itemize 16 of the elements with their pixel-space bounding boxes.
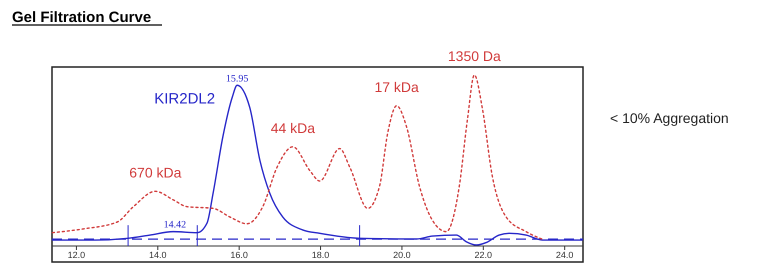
annotation: 15.95 <box>226 73 248 84</box>
x-tick-label: 24.0 <box>556 250 574 260</box>
annotation: 14.42 <box>164 220 186 231</box>
annotation: 1350 Da <box>448 48 502 64</box>
x-tick-label: 18.0 <box>312 250 330 260</box>
x-tick-label: 12.0 <box>68 250 86 260</box>
text: < 10% Aggregation <box>610 110 729 126</box>
x-tick-label: 20.0 <box>393 250 411 260</box>
x-tick-label: 14.0 <box>149 250 167 260</box>
annotation: 44 kDa <box>270 120 316 136</box>
annotation: 670 kDa <box>129 164 182 180</box>
series-label: KIR2DL2 <box>154 90 216 108</box>
x-tick-label: 22.0 <box>474 250 492 260</box>
annotation: 17 kDa <box>374 78 420 95</box>
chart-title: Gel Filtration Curve <box>12 9 152 26</box>
x-tick-label: 16.0 <box>230 250 248 260</box>
